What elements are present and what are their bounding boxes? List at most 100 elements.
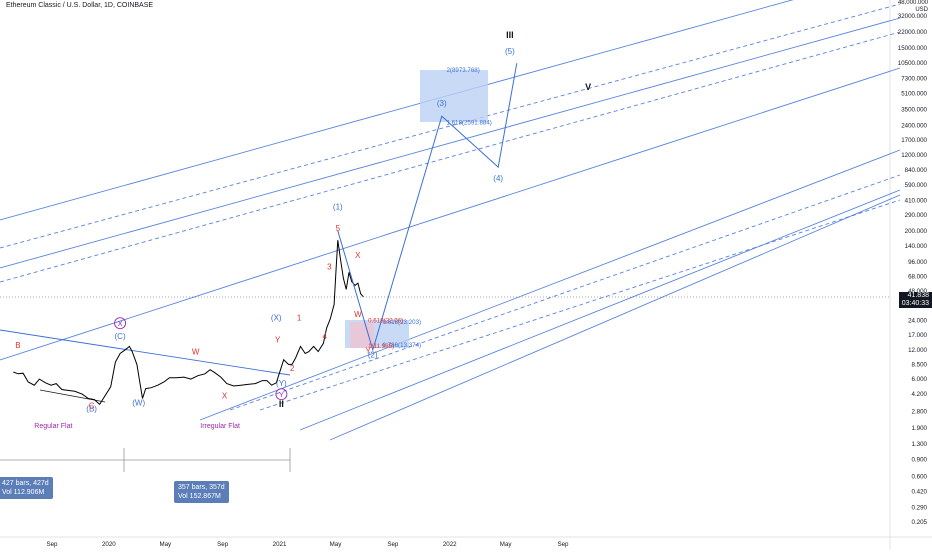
- y-tick-label: 5100.000: [901, 91, 927, 98]
- scale-top-value: 48,000.000: [897, 0, 928, 6]
- wave-label: (4): [493, 174, 503, 183]
- y-tick-label: 1.900: [912, 425, 928, 432]
- wave-label: (C): [115, 332, 126, 341]
- channel-line: [199, 149, 901, 421]
- fib-level-label: 0.618(22.06): [368, 317, 403, 324]
- fib-level-label: 1.618(2591.884): [446, 119, 491, 126]
- channel-line: [0, 67, 901, 361]
- wave-label: Y: [365, 346, 371, 355]
- y-tick-label: 3500.000: [901, 107, 927, 114]
- circled-wave-label: Y: [279, 390, 284, 399]
- wave-label: (Y): [276, 379, 287, 388]
- circled-wave-label: X: [118, 319, 123, 328]
- price-series-line: [13, 240, 364, 406]
- last-price-tag[interactable]: 41.838 03:40:33: [898, 292, 932, 308]
- pattern-label: Regular Flat: [34, 423, 72, 430]
- x-tick-label: May: [330, 541, 343, 548]
- wave-label: (3): [437, 99, 447, 108]
- fib-level-label: 2(8973.768): [446, 67, 479, 74]
- y-tick-label: 2400.000: [901, 123, 927, 130]
- channel-line: [259, 199, 901, 411]
- wave-label: (1): [333, 203, 343, 212]
- y-tick-label: 32000.000: [898, 13, 928, 20]
- channel-line: [0, 3, 901, 249]
- x-tick-label: Sep: [46, 541, 58, 548]
- y-tick-label: 290.000: [905, 212, 928, 219]
- fib-level-label: 0.786(13.374): [383, 342, 422, 349]
- range-measure-left[interactable]: 427 bars, 427d Vol 112.906M: [0, 477, 53, 499]
- y-tick-label: 7300.000: [901, 76, 927, 83]
- x-tick-label: 2020: [102, 541, 116, 548]
- y-tick-label: 0.600: [912, 474, 928, 481]
- range-left-volume: Vol 112.906M: [2, 489, 45, 496]
- wave-label: 5: [336, 224, 341, 233]
- wave-label: 1: [297, 313, 302, 322]
- circled-wave-marker: [114, 317, 127, 330]
- y-tick-label: 68.000: [908, 273, 927, 280]
- fib-retrace-red-box: [350, 322, 374, 348]
- x-tick-label: May: [159, 541, 172, 548]
- y-tick-label: 840.000: [905, 167, 928, 174]
- wave-label: (2): [368, 351, 378, 360]
- wave-label: (B): [86, 404, 97, 413]
- wave-label: V: [585, 82, 591, 92]
- channel-line: [0, 31, 901, 283]
- channel-line: [329, 194, 901, 441]
- x-tick-label: Sep: [557, 541, 569, 548]
- x-tick-label: Sep: [387, 541, 399, 548]
- range-measure-mid[interactable]: 357 bars, 357d Vol 152.867M: [174, 481, 229, 503]
- y-tick-label: 1.300: [912, 441, 928, 448]
- channel-line: [0, 17, 901, 269]
- wave-projection-path: [337, 63, 518, 352]
- bar-countdown: 03:40:33: [901, 300, 929, 307]
- trend-line: [0, 329, 291, 376]
- x-tick-label: 2021: [273, 541, 287, 548]
- y-tick-label: 6.000: [912, 376, 928, 383]
- channel-line: [299, 189, 901, 431]
- y-tick-label: 12.000: [908, 347, 927, 354]
- y-tick-label: 0.290: [912, 504, 928, 511]
- y-tick-label: 22000.000: [898, 29, 928, 36]
- y-tick-label: 410.000: [905, 197, 928, 204]
- y-tick-label: 17.000: [908, 332, 927, 339]
- wave-label: Y: [275, 336, 281, 345]
- wave-label: X: [355, 251, 361, 260]
- wave-label: 3: [327, 263, 332, 272]
- fib-level-label: 1(11.935): [368, 343, 394, 350]
- wave-label: III: [506, 30, 514, 40]
- pattern-label: Irregular Flat: [200, 423, 240, 430]
- wave-label: (W): [132, 399, 145, 408]
- wave-label: X: [222, 391, 228, 400]
- y-tick-label: 48.000: [908, 288, 927, 295]
- wave-label: B: [15, 341, 20, 350]
- scale-currency: USD: [915, 7, 928, 13]
- range-left-bars: 427 bars, 427d: [2, 480, 49, 487]
- wave-label: C: [89, 401, 95, 410]
- y-tick-label: 1200.000: [901, 152, 927, 159]
- y-tick-label: 2.800: [912, 408, 928, 415]
- channel-line: [229, 174, 901, 411]
- y-tick-label: 96.000: [908, 259, 927, 266]
- range-mid-volume: Vol 152.867M: [178, 493, 221, 500]
- chart-title: Ethereum Classic / U.S. Dollar, 1D, COIN…: [6, 2, 154, 9]
- wave-label: 2: [290, 364, 295, 373]
- y-tick-label: 8.500: [912, 361, 928, 368]
- wave-label: 4: [323, 332, 328, 341]
- x-tick-label: 2022: [443, 541, 457, 548]
- y-tick-label: 10500.000: [898, 60, 928, 67]
- y-tick-label: 140.000: [905, 243, 928, 250]
- last-price: 41.838: [907, 292, 929, 299]
- currency-scale: 48,000.000 USD: [898, 0, 928, 14]
- wave-label: (X): [271, 313, 282, 322]
- y-tick-label: 15000.000: [898, 45, 928, 52]
- y-tick-label: 0.900: [912, 456, 928, 463]
- y-tick-label: 0.420: [912, 489, 928, 496]
- wave-label: W: [192, 347, 200, 356]
- fib-target-box: [420, 70, 488, 122]
- y-tick-label: 0.205: [912, 519, 928, 526]
- wave-label: II: [279, 399, 284, 409]
- y-tick-label: 4.200: [912, 391, 928, 398]
- y-tick-label: 1700.000: [901, 137, 927, 144]
